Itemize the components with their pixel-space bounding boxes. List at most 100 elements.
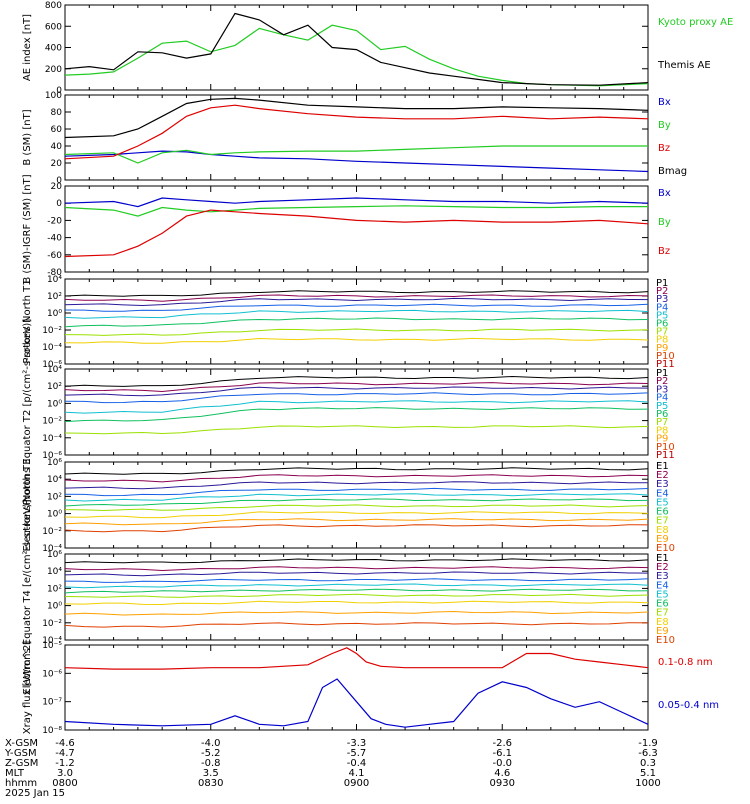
channel-line-e4 — [64, 487, 649, 497]
ephemeris-row-label: Z-GSM — [5, 758, 38, 769]
y-tick-label: 80 — [51, 108, 63, 118]
channel-line-p7 — [64, 425, 649, 435]
y-tick-label: 10⁴ — [47, 275, 62, 285]
panel-frame-bigrf — [64, 185, 649, 273]
y-tick-label: -20 — [47, 216, 62, 226]
y-tick-label: 0 — [56, 176, 62, 186]
channel-line-p1 — [64, 375, 649, 387]
channel-line-p8 — [64, 337, 649, 344]
y-tick-label: 10² — [47, 382, 62, 392]
y-tick-label: 10² — [47, 492, 62, 502]
ephemeris-value: -1.2 — [55, 758, 75, 769]
y-tick-label: 10⁻⁴ — [42, 434, 62, 444]
legend-entry: P10 — [656, 351, 675, 362]
legend-entry: P5 — [656, 401, 668, 412]
legend-entry: E4 — [656, 488, 669, 499]
legend-entry: 0.05-0.4 nm — [658, 700, 719, 711]
legend-entry: E6 — [656, 599, 669, 610]
y-axis-label-bsm: B (SM) [nT] — [22, 109, 33, 165]
y-tick-label: 10⁻⁷ — [42, 698, 62, 708]
ephemeris-value: -5.2 — [201, 748, 221, 759]
legend-entry: P3 — [656, 384, 668, 395]
legend-entry: P9 — [656, 343, 668, 354]
y-axis-label-pe: Protons Equator T2 [p/(cm²-s-sr-keV)] — [22, 319, 33, 506]
panel-frame-xray — [64, 644, 649, 731]
y-axis-label-pn: Protons North T1 — [22, 279, 33, 363]
legend-entry: P7 — [656, 327, 668, 338]
channel-line-e8 — [64, 511, 649, 519]
y-tick-label: 100 — [45, 91, 62, 101]
channel-line-p5 — [64, 400, 649, 414]
y-tick-label: -80 — [47, 268, 62, 278]
y-tick-label: -40 — [47, 234, 62, 244]
legend-entry: E4 — [656, 580, 669, 591]
legend-entry: P8 — [656, 425, 668, 436]
y-tick-label: 10⁻⁶ — [42, 669, 62, 679]
series-line-bx — [64, 197, 649, 208]
ephemeris-value: 0800 — [52, 778, 77, 789]
channel-line-p2 — [64, 294, 649, 302]
legend-entry: P2 — [656, 286, 668, 297]
y-axis-label-ae: AE index [nT] — [22, 14, 33, 81]
channel-line-e7 — [64, 593, 649, 598]
channel-line-e6 — [64, 498, 649, 507]
panel-frame-ae — [64, 4, 649, 91]
legend-entry: P5 — [656, 310, 668, 321]
y-tick-label: 10⁰ — [47, 510, 62, 520]
y-tick-label: 0 — [56, 86, 62, 96]
legend-entry: E9 — [656, 534, 669, 545]
legend-entry: P8 — [656, 335, 668, 346]
legend-entry: E3 — [656, 571, 669, 582]
legend-entry: E1 — [656, 553, 669, 564]
ephemeris-row-label: MLT — [5, 768, 25, 779]
channel-line-e10 — [64, 524, 649, 533]
channel-line-e5 — [64, 583, 649, 589]
y-tick-label: 10⁰ — [47, 602, 62, 612]
y-tick-label: 10⁴ — [47, 475, 62, 485]
ephemeris-value: 1000 — [635, 778, 660, 789]
y-tick-label: 0 — [56, 199, 62, 209]
legend-entry: E6 — [656, 507, 669, 518]
y-tick-label: 60 — [51, 125, 63, 135]
legend-entry: E7 — [656, 608, 669, 619]
ephemeris-row-label: hhmm — [5, 778, 37, 789]
legend-entry: E3 — [656, 479, 669, 490]
y-tick-label: 10⁰ — [47, 309, 62, 319]
legend-entry: P6 — [656, 409, 668, 420]
legend-entry: Bz — [658, 143, 670, 154]
y-tick-label: 10⁰ — [47, 399, 62, 409]
legend-entry: Themis AE — [657, 60, 711, 71]
series-line-bz — [64, 209, 649, 258]
channel-line-p5 — [64, 309, 649, 319]
channel-line-e9 — [64, 610, 649, 616]
legend-entry: Bx — [658, 188, 671, 199]
y-tick-label: 10⁻² — [42, 326, 62, 336]
series-line-bx — [64, 150, 649, 173]
y-tick-label: -60 — [47, 251, 62, 261]
y-tick-label: 10⁻² — [42, 619, 62, 629]
y-axis-label-ee: Electrons Equator T4 [e/(cm²-s-sr-keV)] — [22, 499, 33, 694]
y-tick-label: 40 — [51, 142, 63, 152]
legend-entry: E10 — [656, 543, 675, 554]
y-tick-label: 10⁻² — [42, 527, 62, 537]
ephemeris-value: 4.1 — [349, 768, 365, 779]
legend-entry: E9 — [656, 626, 669, 637]
legend-entry: P10 — [656, 442, 675, 453]
channel-line-p6 — [64, 407, 649, 423]
y-tick-label: 10⁻⁴ — [42, 636, 62, 646]
y-tick-label: 10² — [47, 292, 62, 302]
ephemeris-value: -2.6 — [492, 738, 512, 749]
ephemeris-value: -3.3 — [347, 738, 367, 749]
y-axis-label-bigrf: B (SM)-IGRF (SM) [nT] — [22, 174, 33, 283]
legend-entry: P4 — [656, 393, 668, 404]
channel-line-p7 — [64, 328, 649, 336]
y-tick-label: 600 — [45, 22, 62, 32]
legend-entry: E7 — [656, 516, 669, 527]
y-tick-label: 10⁶ — [47, 550, 62, 560]
channel-line-e5 — [64, 493, 649, 502]
channel-line-p4 — [64, 303, 649, 312]
legend-entry: Bmag — [658, 166, 687, 177]
ephemeris-value: 0830 — [198, 778, 223, 789]
